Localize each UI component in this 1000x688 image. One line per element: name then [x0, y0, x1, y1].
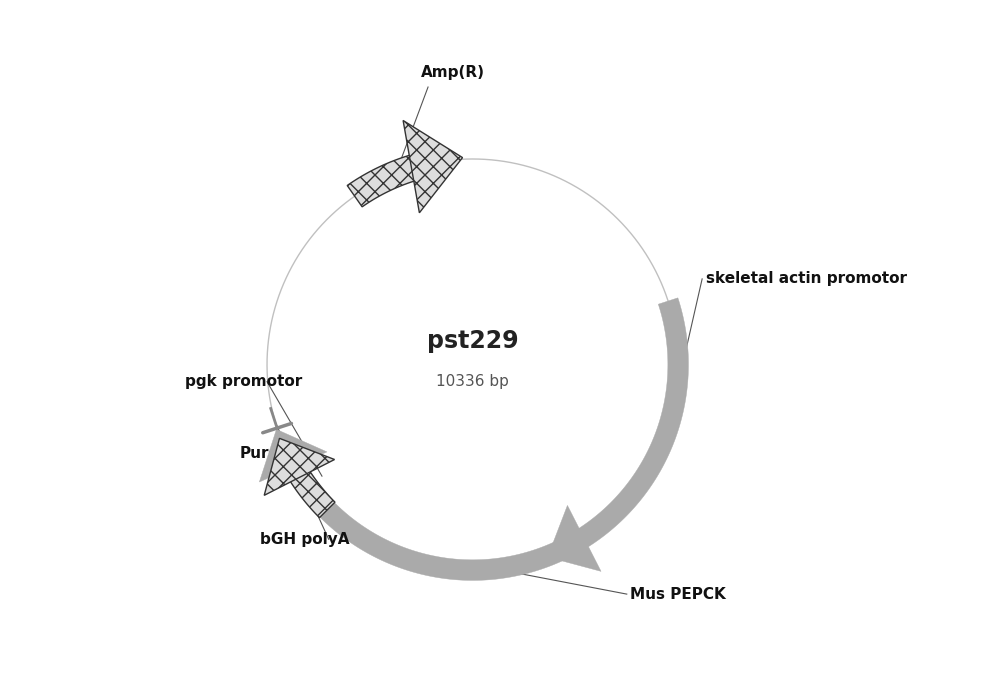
Polygon shape [347, 150, 435, 207]
Text: skeletal actin promotor: skeletal actin promotor [706, 271, 907, 286]
Polygon shape [281, 455, 335, 517]
Polygon shape [403, 120, 463, 213]
Text: 10336 bp: 10336 bp [436, 374, 509, 389]
Polygon shape [573, 298, 688, 550]
Text: Amp(R): Amp(R) [421, 65, 485, 80]
Text: pgk promotor: pgk promotor [185, 374, 302, 389]
Text: pst229: pst229 [427, 329, 518, 352]
Text: Puro(R): Puro(R) [240, 446, 305, 461]
Polygon shape [548, 506, 601, 571]
Text: bGH polyA: bGH polyA [260, 532, 350, 547]
Polygon shape [283, 458, 571, 581]
Polygon shape [259, 429, 327, 482]
Polygon shape [264, 438, 335, 495]
Text: Mus PEPCK: Mus PEPCK [630, 587, 726, 601]
